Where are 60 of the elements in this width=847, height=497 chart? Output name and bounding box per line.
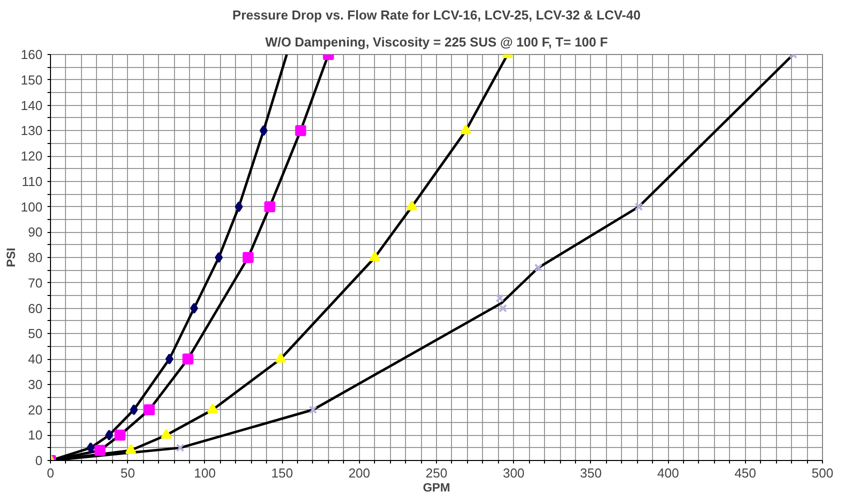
point [260, 125, 268, 136]
point [275, 352, 286, 363]
x-tick-label: 250 [426, 466, 448, 480]
y-tick-label: 160 [20, 47, 43, 62]
y-tick-label: 0 [35, 453, 43, 468]
point [498, 304, 508, 312]
point [234, 201, 243, 212]
point [214, 252, 223, 263]
point [182, 354, 194, 364]
point [94, 444, 106, 456]
y-tick-label: 120 [20, 148, 43, 164]
point [264, 201, 276, 212]
x-tick-label: 100 [194, 466, 216, 480]
x-axis-title: GPM [422, 480, 450, 494]
point [165, 354, 174, 364]
y-tick-label: 40 [28, 352, 43, 366]
x-tick-label: 300 [502, 466, 525, 480]
point [114, 430, 126, 441]
y-tick-label: 110 [22, 174, 43, 189]
point [190, 302, 198, 314]
point [295, 125, 306, 136]
point [105, 430, 114, 441]
x-tick-label: 400 [657, 466, 679, 480]
chart-title: Pressure Drop vs. Flow Rate for LCV-16, LCV-25, LCV-32 & LCV-40 [232, 8, 641, 22]
x-tick-label: 350 [580, 466, 602, 480]
y-tick-label: 70 [28, 275, 43, 290]
point [176, 444, 184, 452]
point [86, 442, 95, 454]
y-tick-label: 100 [20, 199, 43, 214]
y-tick-label: 90 [28, 224, 43, 240]
y-tick-label: 80 [28, 250, 43, 265]
point [534, 263, 543, 272]
x-tick-label: 150 [271, 466, 293, 480]
y-tick-label: 140 [20, 98, 43, 113]
point [634, 202, 643, 211]
point [496, 294, 504, 302]
y-tick-label: 30 [28, 376, 43, 392]
y-tick-label: 20 [28, 402, 43, 418]
point [242, 252, 254, 263]
y-tick-label: 10 [28, 428, 43, 443]
point [369, 251, 380, 262]
point [207, 404, 218, 414]
y-tick-label: 130 [20, 123, 43, 138]
point [144, 404, 155, 416]
point [160, 428, 172, 439]
y-axis-title: PSI [4, 248, 18, 268]
y-tick-label: 150 [20, 72, 43, 88]
chart-subtitle: W/O Dampening, Viscosity = 225 SUS @ 100 F, T= 100 F [265, 34, 608, 50]
point [406, 200, 418, 210]
point [125, 444, 136, 454]
point [308, 406, 318, 414]
x-tick-label: 50 [120, 466, 135, 480]
x-tick-label: 450 [734, 466, 756, 480]
x-tick-label: 0 [46, 466, 54, 480]
x-tick-label: 200 [348, 466, 370, 480]
y-tick-label: 50 [28, 326, 43, 342]
y-tick-label: 60 [28, 300, 43, 316]
point [460, 124, 472, 134]
x-tick-label: 500 [812, 466, 834, 480]
point [130, 404, 138, 416]
